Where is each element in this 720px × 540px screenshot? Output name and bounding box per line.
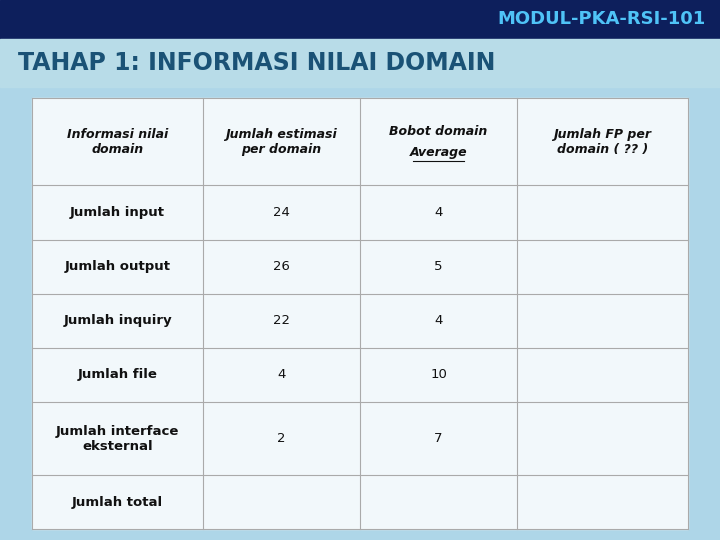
Bar <box>0 39 720 87</box>
Bar <box>0 0 720 39</box>
Text: Average: Average <box>410 146 467 159</box>
Text: TAHAP 1: INFORMASI NILAI DOMAIN: TAHAP 1: INFORMASI NILAI DOMAIN <box>18 51 495 75</box>
Text: Informasi nilai
domain: Informasi nilai domain <box>67 128 168 156</box>
Text: MODUL-PKA-RSI-101: MODUL-PKA-RSI-101 <box>498 10 706 29</box>
Text: Jumlah inquiry: Jumlah inquiry <box>63 314 172 327</box>
Text: 4: 4 <box>434 206 443 219</box>
Text: 26: 26 <box>273 260 290 273</box>
Text: Bobot domain: Bobot domain <box>390 125 487 138</box>
Text: Jumlah file: Jumlah file <box>78 368 158 381</box>
Text: 10: 10 <box>430 368 447 381</box>
Text: Jumlah input: Jumlah input <box>70 206 165 219</box>
Text: 4: 4 <box>277 368 286 381</box>
Text: Jumlah estimasi
per domain: Jumlah estimasi per domain <box>225 128 337 156</box>
Text: 24: 24 <box>273 206 290 219</box>
Text: 7: 7 <box>434 432 443 445</box>
Text: Jumlah total: Jumlah total <box>72 496 163 509</box>
Text: Jumlah FP per
domain ( ?? ): Jumlah FP per domain ( ?? ) <box>554 128 652 156</box>
Text: Jumlah interface
eksternal: Jumlah interface eksternal <box>56 424 179 453</box>
Text: Jumlah output: Jumlah output <box>65 260 171 273</box>
Text: 22: 22 <box>273 314 290 327</box>
Text: 4: 4 <box>434 314 443 327</box>
Text: 2: 2 <box>277 432 286 445</box>
Text: 5: 5 <box>434 260 443 273</box>
